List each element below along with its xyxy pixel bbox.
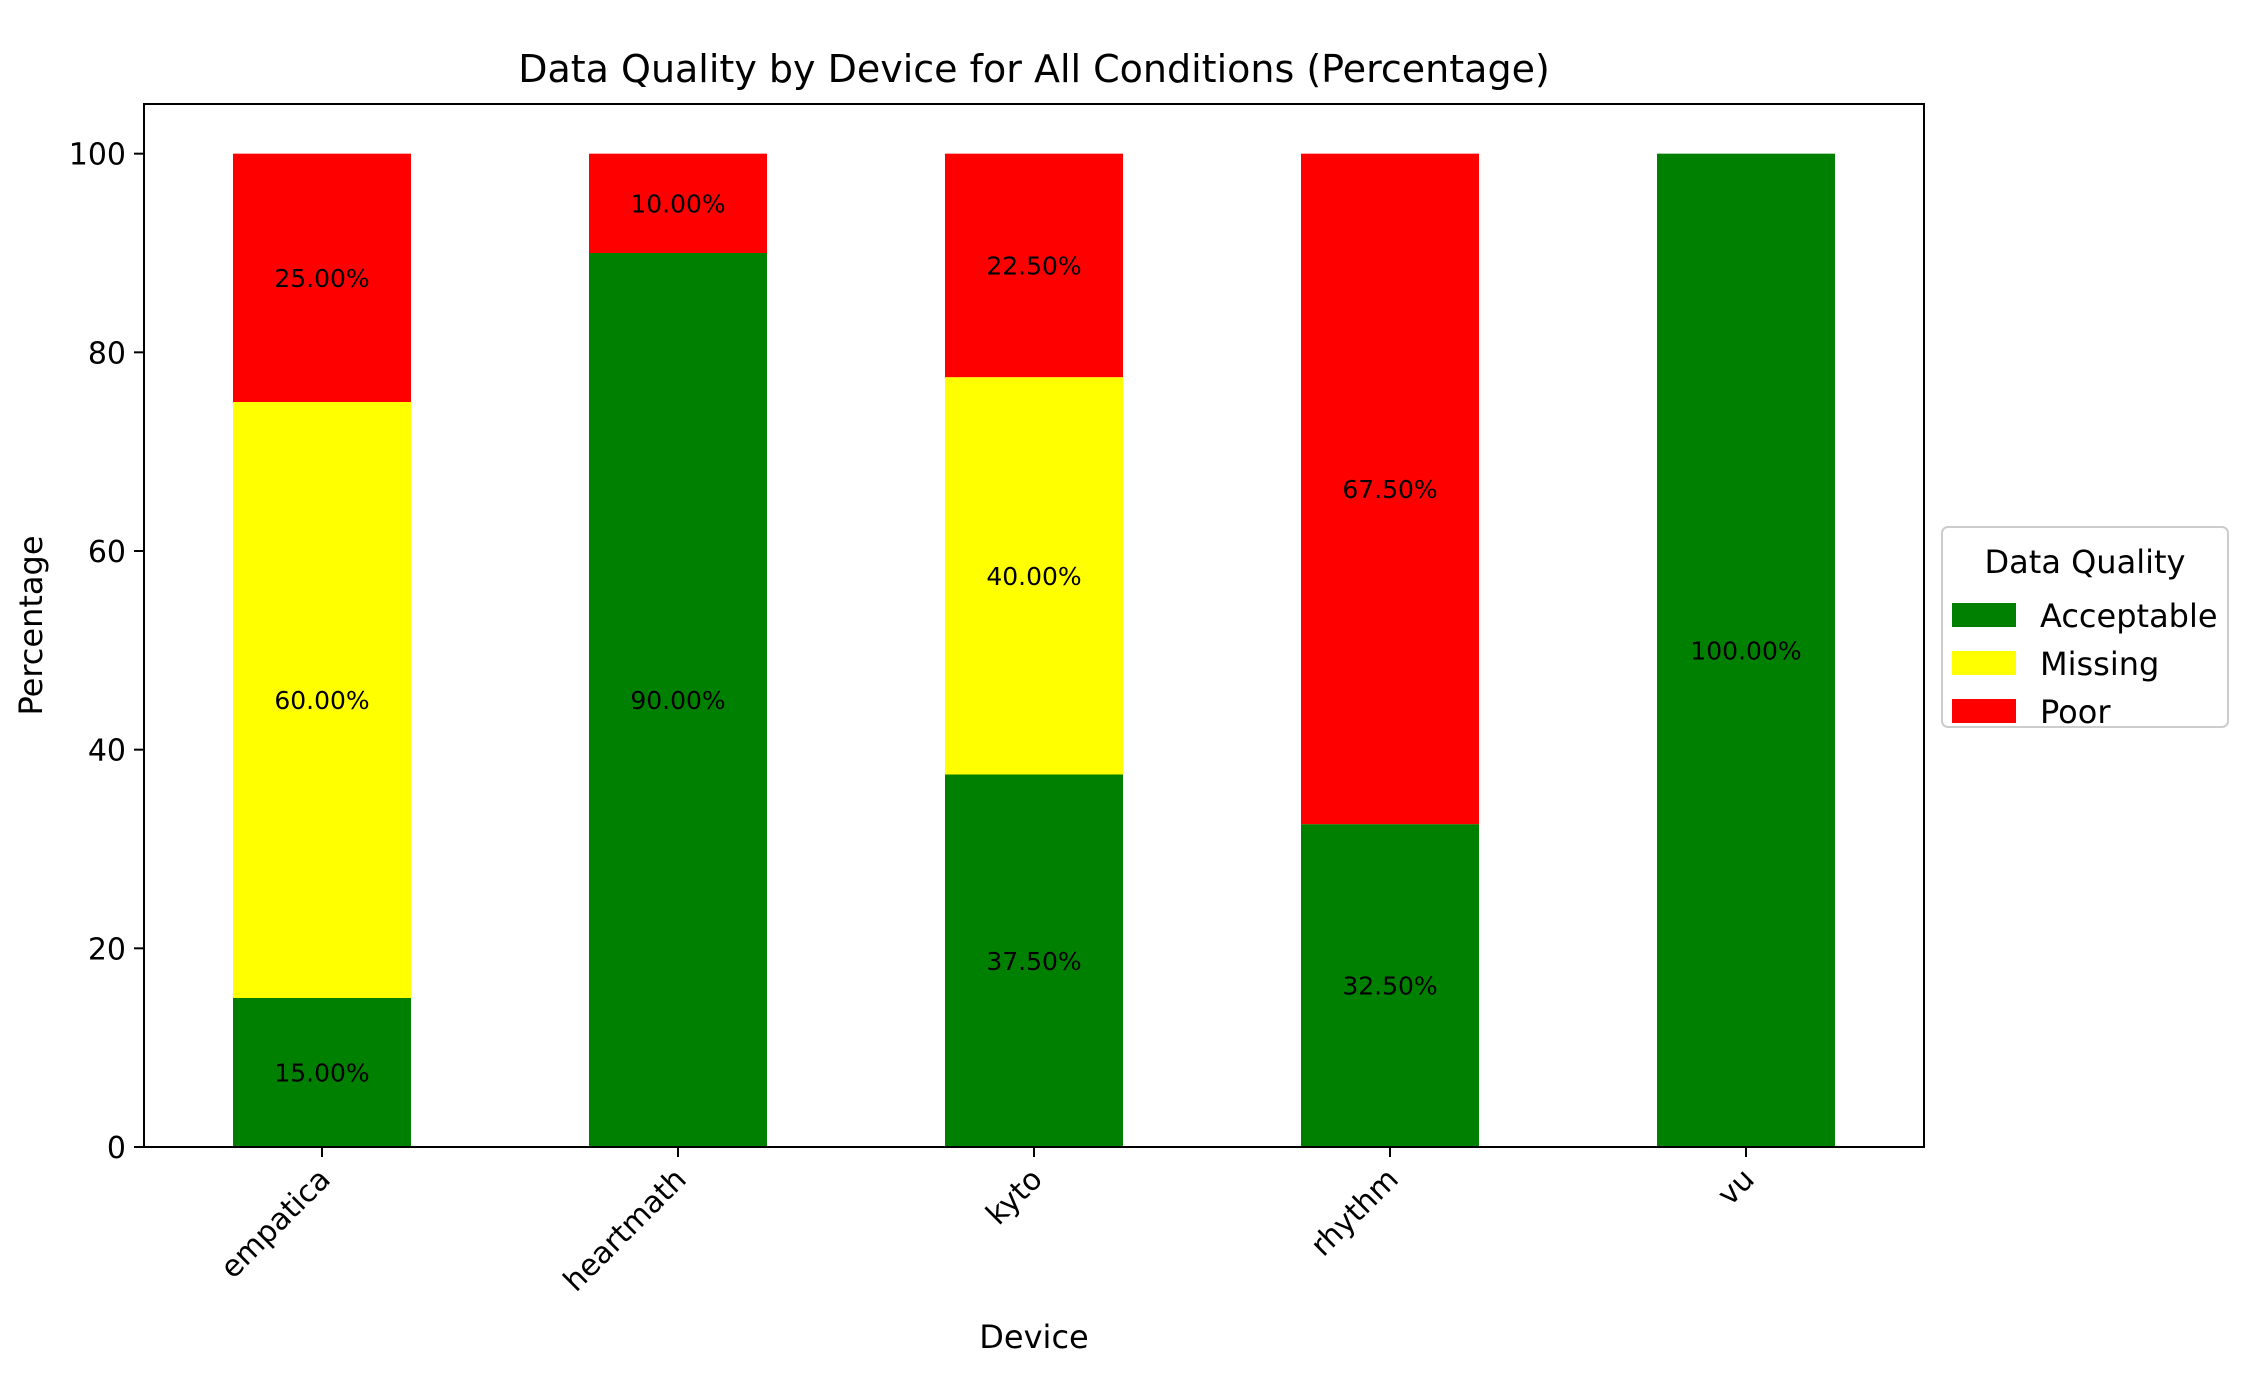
y-tick-label: 0 <box>107 1131 126 1166</box>
x-tick-label-kyto: kyto <box>980 1162 1050 1232</box>
y-tick-label: 60 <box>88 535 126 570</box>
y-tick-label: 100 <box>69 138 126 173</box>
bar-missing-empatica <box>233 402 411 998</box>
legend-swatch-missing <box>1952 651 2016 675</box>
legend-entry-poor: Poor <box>2040 693 2111 731</box>
data-label-acceptable-kyto: 37.50% <box>986 947 1081 976</box>
bar-acceptable-heartmath <box>589 253 767 1147</box>
x-tick-label-empatica: empatica <box>214 1162 338 1286</box>
data-label-acceptable-rhythm: 32.50% <box>1342 972 1437 1001</box>
bar-poor-rhythm <box>1301 153 1479 825</box>
y-tick-label: 80 <box>88 336 126 371</box>
x-tick-label-vu: vu <box>1711 1162 1762 1213</box>
legend-box <box>1941 526 2229 728</box>
data-label-poor-kyto: 22.50% <box>986 251 1081 280</box>
bar-missing-kyto <box>945 377 1123 775</box>
data-label-acceptable-vu: 100.00% <box>1690 636 1801 665</box>
y-axis-label: Percentage <box>12 535 50 715</box>
bar-poor-kyto <box>945 153 1123 378</box>
bar-acceptable-vu <box>1657 153 1835 1147</box>
x-tick-label-rhythm: rhythm <box>1304 1162 1406 1264</box>
data-label-poor-empatica: 25.00% <box>274 264 369 293</box>
data-label-acceptable-heartmath: 90.00% <box>630 686 725 715</box>
bar-poor-empatica <box>233 153 411 402</box>
legend-swatch-poor <box>1952 699 2016 723</box>
bar-poor-heartmath <box>589 153 767 253</box>
legend-entry-missing: Missing <box>2040 645 2159 683</box>
legend: Data Quality Acceptable Missing Poor <box>1941 526 2229 731</box>
y-tick-label: 40 <box>88 734 126 769</box>
x-axis: empatica heartmath kyto rhythm vu <box>214 1147 1762 1299</box>
data-labels-group: 15.00% 60.00% 25.00% 90.00% 10.00% 37.50% 40.0… <box>274 189 1801 1087</box>
chart-title: Data Quality by Device for All Condition… <box>518 47 1550 91</box>
data-label-acceptable-empatica: 15.00% <box>274 1059 369 1088</box>
bars-group <box>233 153 1835 1147</box>
bar-acceptable-empatica <box>233 998 411 1147</box>
x-tick-label-heartmath: heartmath <box>557 1162 694 1299</box>
bar-acceptable-kyto <box>945 774 1123 1147</box>
legend-entry-acceptable: Acceptable <box>2040 597 2218 635</box>
data-label-missing-kyto: 40.00% <box>986 562 1081 591</box>
data-label-missing-empatica: 60.00% <box>274 686 369 715</box>
data-label-poor-rhythm: 67.50% <box>1342 475 1437 504</box>
y-tick-label: 20 <box>88 932 126 967</box>
x-axis-label: Device <box>979 1318 1088 1356</box>
bar-acceptable-rhythm <box>1301 824 1479 1147</box>
legend-title: Data Quality <box>1985 543 2186 581</box>
data-label-poor-heartmath: 10.00% <box>630 189 725 218</box>
y-axis: 0 20 40 60 80 100 <box>69 138 144 1166</box>
legend-swatch-acceptable <box>1952 603 2016 627</box>
